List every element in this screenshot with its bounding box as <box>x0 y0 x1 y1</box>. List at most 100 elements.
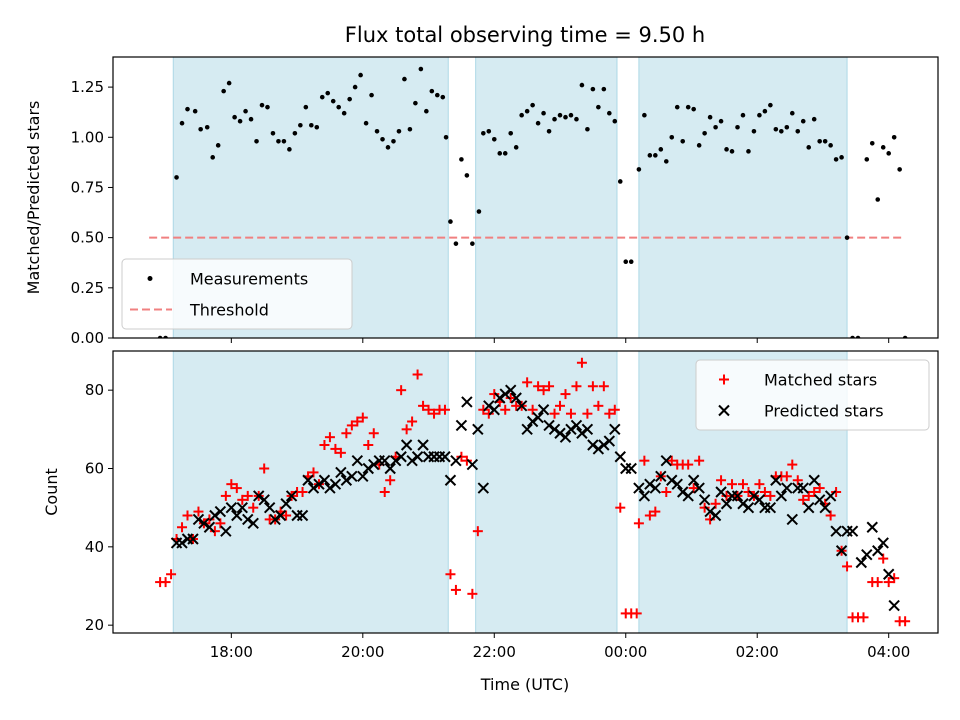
matched-point <box>883 577 894 588</box>
measurement-point <box>535 120 541 126</box>
matched-point <box>248 502 259 513</box>
matched-point <box>549 408 560 419</box>
predicted-point <box>742 501 755 514</box>
predicted-point <box>209 509 221 522</box>
measurement-point <box>481 130 486 136</box>
predicted-point <box>324 482 336 494</box>
matched-point <box>259 463 270 474</box>
matched-point <box>754 479 765 490</box>
measurement-point <box>828 143 833 148</box>
predicted-point <box>543 419 555 432</box>
predicted-point <box>231 509 243 522</box>
predicted-point <box>302 474 314 486</box>
matched-point <box>379 487 390 497</box>
measurement-point <box>663 159 669 164</box>
measurement-point <box>880 145 886 150</box>
measurement-point <box>557 112 563 118</box>
matched-point <box>743 487 754 497</box>
y-tick-label: 1.25 <box>71 78 104 96</box>
predicted-point <box>830 525 842 537</box>
predicted-point <box>274 509 287 522</box>
predicted-point <box>882 568 895 580</box>
ratio-plot: 0.00 0.25 0.50 0.75 1.00 1.25 Matched/Predicte… <box>24 56 939 347</box>
predicted-point <box>693 482 705 494</box>
measurement-point <box>198 126 203 132</box>
matched-point <box>489 389 500 400</box>
predicted-point <box>362 462 374 475</box>
predicted-point <box>198 517 210 530</box>
matched-point <box>598 381 609 392</box>
measurement-point <box>779 128 784 134</box>
predicted-point <box>598 439 610 451</box>
measurement-point <box>800 118 806 124</box>
predicted-point <box>704 505 716 518</box>
matched-point <box>560 389 571 400</box>
predicted-point <box>280 498 292 510</box>
measurement-point <box>508 130 514 136</box>
predicted-point <box>258 494 270 506</box>
matched-point <box>587 381 598 392</box>
measurement-point <box>685 104 691 110</box>
predicted-point <box>644 478 656 490</box>
matched-point <box>727 479 738 490</box>
matched-point <box>418 400 429 411</box>
measurement-point <box>740 112 746 118</box>
legend-label: Matched stars <box>764 371 877 390</box>
predicted-point <box>488 404 500 416</box>
predicted-point <box>855 556 868 569</box>
measurement-point <box>596 104 601 110</box>
matched-point <box>429 408 440 419</box>
predicted-point <box>609 423 621 436</box>
predicted-point <box>269 513 281 526</box>
predicted-point <box>411 451 424 463</box>
measurement-point <box>574 116 579 122</box>
measurement-point <box>435 92 440 98</box>
matched-point <box>445 569 456 580</box>
predicted-point <box>614 451 626 463</box>
predicted-point <box>285 490 298 502</box>
measurement-point <box>385 145 391 150</box>
predicted-point <box>861 548 873 561</box>
matched-point <box>166 569 177 580</box>
measurement-point <box>347 96 352 102</box>
matched-point <box>533 381 544 392</box>
measurement-point <box>784 124 790 130</box>
predicted-point <box>532 411 544 424</box>
x-axis-label: Time (UTC) <box>480 675 569 694</box>
predicted-point <box>357 470 369 483</box>
predicted-point <box>620 462 632 475</box>
matched-point <box>412 369 423 380</box>
predicted-point <box>682 490 694 502</box>
measurement-point <box>669 134 675 140</box>
legend-label: Threshold <box>189 301 269 320</box>
matched-point <box>522 377 533 388</box>
matched-point <box>407 416 418 427</box>
measurement-point <box>530 102 535 108</box>
matched-point <box>571 381 582 392</box>
matched-point <box>842 561 853 572</box>
predicted-point <box>576 427 588 439</box>
measurement-point <box>330 98 336 104</box>
measurement-point <box>691 106 696 112</box>
measurement-point <box>374 128 380 134</box>
predicted-point <box>554 427 566 439</box>
measurement-point <box>601 86 607 92</box>
y-tick-label: 80 <box>85 381 104 399</box>
measurement-point <box>287 147 292 152</box>
measurement-point <box>486 128 492 134</box>
measurement-point <box>674 104 680 110</box>
y-axis-label: Count <box>42 468 61 516</box>
matched-point <box>439 404 450 415</box>
y-tick-label: 40 <box>85 538 104 556</box>
measurement-point <box>513 145 519 150</box>
predicted-point <box>687 474 700 486</box>
matched-point <box>721 490 732 501</box>
matched-point <box>661 487 672 497</box>
predicted-point <box>253 490 265 502</box>
predicted-point <box>677 486 689 498</box>
predicted-point <box>450 454 462 467</box>
matched-point <box>694 455 705 466</box>
x-tick-label: 18:00 <box>210 643 253 661</box>
measurement-point <box>607 110 612 116</box>
